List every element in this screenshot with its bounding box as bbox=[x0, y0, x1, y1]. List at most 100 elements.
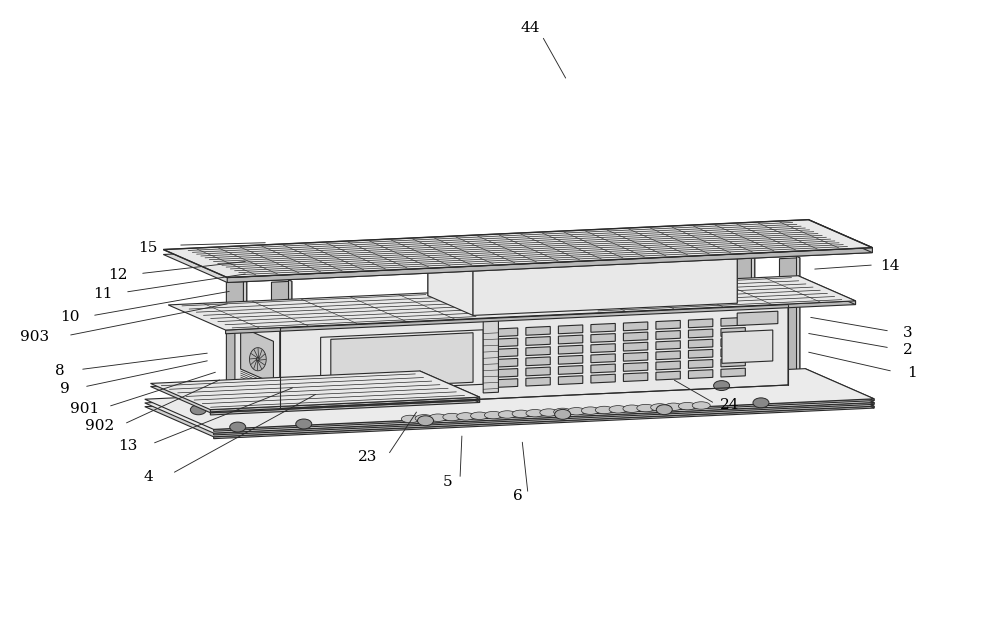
Ellipse shape bbox=[526, 409, 544, 417]
Ellipse shape bbox=[609, 405, 627, 413]
Polygon shape bbox=[250, 348, 266, 371]
Polygon shape bbox=[428, 236, 737, 269]
Polygon shape bbox=[226, 261, 247, 409]
Polygon shape bbox=[751, 236, 755, 384]
Polygon shape bbox=[235, 308, 280, 409]
Polygon shape bbox=[526, 326, 550, 335]
Polygon shape bbox=[623, 373, 648, 381]
Polygon shape bbox=[688, 329, 713, 338]
Polygon shape bbox=[493, 368, 518, 378]
Ellipse shape bbox=[415, 415, 433, 422]
Polygon shape bbox=[163, 225, 872, 282]
Polygon shape bbox=[656, 321, 680, 329]
Polygon shape bbox=[493, 358, 518, 367]
Polygon shape bbox=[805, 373, 874, 404]
Polygon shape bbox=[321, 330, 483, 392]
Polygon shape bbox=[214, 402, 874, 435]
Polygon shape bbox=[227, 248, 872, 282]
Polygon shape bbox=[692, 236, 737, 303]
Text: 9: 9 bbox=[60, 382, 70, 396]
Text: 14: 14 bbox=[880, 259, 900, 273]
Ellipse shape bbox=[581, 407, 599, 414]
Text: 2: 2 bbox=[903, 343, 913, 357]
Polygon shape bbox=[805, 369, 874, 400]
Text: 24: 24 bbox=[720, 399, 740, 412]
Polygon shape bbox=[721, 318, 745, 326]
Circle shape bbox=[753, 398, 769, 408]
Polygon shape bbox=[489, 407, 550, 417]
Polygon shape bbox=[493, 348, 518, 357]
Polygon shape bbox=[688, 349, 713, 358]
Polygon shape bbox=[472, 400, 550, 410]
Polygon shape bbox=[798, 275, 856, 305]
Polygon shape bbox=[226, 301, 856, 334]
Polygon shape bbox=[235, 285, 743, 389]
Text: 12: 12 bbox=[108, 269, 128, 282]
Polygon shape bbox=[558, 335, 583, 344]
Ellipse shape bbox=[651, 404, 669, 411]
Polygon shape bbox=[623, 332, 648, 341]
Polygon shape bbox=[483, 318, 498, 393]
Ellipse shape bbox=[595, 406, 613, 413]
Ellipse shape bbox=[498, 411, 516, 418]
Polygon shape bbox=[656, 361, 680, 370]
Polygon shape bbox=[210, 397, 480, 412]
Polygon shape bbox=[591, 334, 615, 342]
Polygon shape bbox=[591, 364, 615, 373]
Ellipse shape bbox=[512, 410, 530, 418]
Polygon shape bbox=[558, 325, 583, 334]
Polygon shape bbox=[421, 402, 602, 422]
Text: 23: 23 bbox=[358, 450, 378, 464]
Ellipse shape bbox=[443, 413, 461, 421]
Polygon shape bbox=[210, 400, 480, 415]
Ellipse shape bbox=[665, 403, 683, 410]
Ellipse shape bbox=[678, 402, 696, 410]
Ellipse shape bbox=[623, 405, 641, 412]
Circle shape bbox=[555, 409, 571, 419]
Polygon shape bbox=[491, 249, 511, 297]
Polygon shape bbox=[591, 344, 615, 353]
Polygon shape bbox=[493, 328, 518, 337]
Polygon shape bbox=[558, 376, 583, 384]
Polygon shape bbox=[151, 374, 480, 413]
Polygon shape bbox=[420, 371, 480, 399]
Polygon shape bbox=[243, 260, 247, 408]
Text: 10: 10 bbox=[60, 310, 80, 324]
Polygon shape bbox=[721, 338, 745, 347]
Polygon shape bbox=[721, 368, 745, 377]
Polygon shape bbox=[526, 337, 550, 345]
Polygon shape bbox=[779, 258, 800, 405]
Polygon shape bbox=[168, 275, 856, 330]
Ellipse shape bbox=[471, 412, 489, 420]
Text: 902: 902 bbox=[85, 419, 115, 433]
Polygon shape bbox=[656, 351, 680, 360]
Polygon shape bbox=[526, 347, 550, 355]
Polygon shape bbox=[214, 399, 874, 431]
Polygon shape bbox=[623, 363, 648, 371]
Polygon shape bbox=[280, 305, 788, 409]
Polygon shape bbox=[257, 358, 259, 361]
Circle shape bbox=[296, 419, 312, 429]
Polygon shape bbox=[558, 345, 583, 354]
Polygon shape bbox=[591, 374, 615, 383]
Polygon shape bbox=[508, 248, 511, 297]
Text: 4: 4 bbox=[143, 470, 153, 483]
Polygon shape bbox=[145, 373, 874, 433]
Circle shape bbox=[656, 405, 672, 415]
Polygon shape bbox=[271, 281, 292, 428]
Polygon shape bbox=[721, 348, 745, 357]
Text: 5: 5 bbox=[443, 475, 453, 488]
Polygon shape bbox=[428, 249, 473, 316]
Ellipse shape bbox=[568, 407, 586, 415]
Polygon shape bbox=[805, 376, 874, 408]
Polygon shape bbox=[553, 267, 556, 316]
Polygon shape bbox=[331, 333, 473, 389]
Polygon shape bbox=[808, 220, 872, 253]
Ellipse shape bbox=[457, 413, 475, 420]
Text: 11: 11 bbox=[93, 287, 113, 301]
Polygon shape bbox=[688, 370, 713, 378]
Text: 8: 8 bbox=[55, 365, 65, 378]
Polygon shape bbox=[734, 238, 755, 385]
Polygon shape bbox=[473, 256, 737, 316]
Polygon shape bbox=[450, 415, 602, 424]
